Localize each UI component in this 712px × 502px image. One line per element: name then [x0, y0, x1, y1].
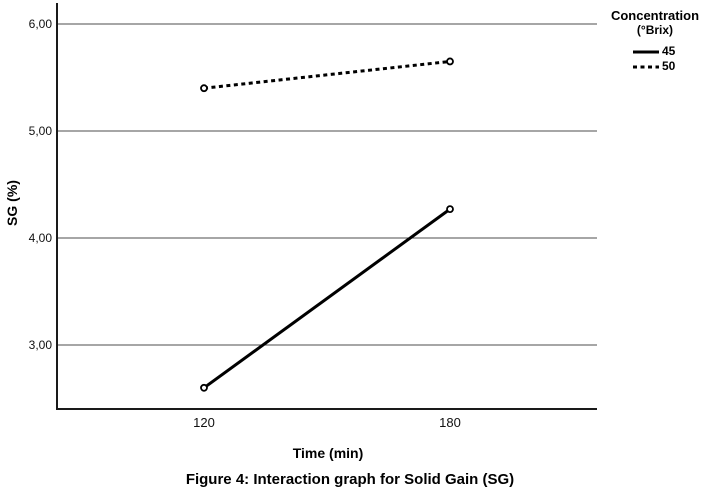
legend-entry-50: 50 — [633, 59, 711, 74]
figure-caption: Figure 4: Interaction graph for Solid Ga… — [185, 471, 515, 488]
x-tick-label: 120 — [193, 415, 215, 430]
data-point-marker — [446, 205, 454, 214]
legend-entries: 45 50 — [599, 44, 711, 74]
x-axis-title: Time (min) — [292, 445, 364, 461]
data-point-marker — [200, 84, 208, 93]
series-line-50 — [203, 59, 451, 90]
y-tick-label: 4,00 — [28, 231, 52, 245]
y-tick-label: 3,00 — [28, 338, 52, 352]
x-tick-label: 180 — [439, 415, 461, 430]
legend-title: Concentration — [610, 8, 700, 23]
legend-subtitle: (°Brix) — [636, 23, 674, 37]
data-point-marker — [446, 57, 454, 66]
legend-label: 45 — [662, 44, 676, 58]
legend-entry-45: 45 — [633, 44, 711, 59]
y-tick-label: 6,00 — [28, 17, 52, 31]
series-line-45 — [203, 207, 451, 390]
dashed-line-sample-icon — [633, 65, 659, 68]
solid-line-sample-icon — [633, 50, 659, 53]
legend-label: 50 — [662, 59, 676, 73]
data-point-marker — [200, 383, 208, 392]
y-tick-label: 5,00 — [28, 124, 52, 138]
legend: Concentration (°Brix) 45 50 — [599, 8, 711, 74]
